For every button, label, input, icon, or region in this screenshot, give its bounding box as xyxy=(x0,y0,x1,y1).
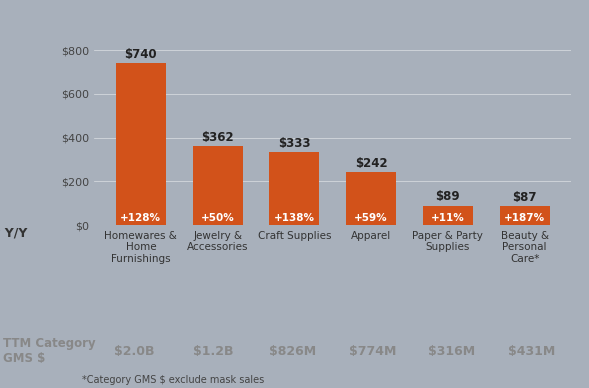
Bar xyxy=(346,172,396,225)
Text: Q2 Category Y/Y: Q2 Category Y/Y xyxy=(0,227,28,240)
Text: $242: $242 xyxy=(355,157,388,170)
Text: $89: $89 xyxy=(436,191,460,203)
Text: $774M: $774M xyxy=(349,345,396,358)
Bar xyxy=(269,152,319,225)
Bar xyxy=(499,206,550,225)
Text: $2.0B: $2.0B xyxy=(114,345,154,358)
Text: $431M: $431M xyxy=(508,345,555,358)
Text: $740: $740 xyxy=(124,48,157,61)
Text: +128%: +128% xyxy=(120,213,161,223)
Text: $362: $362 xyxy=(201,131,234,144)
Bar xyxy=(116,63,166,225)
Text: $87: $87 xyxy=(512,191,537,204)
Text: TTM Category
GMS $: TTM Category GMS $ xyxy=(3,337,95,365)
Text: +59%: +59% xyxy=(355,213,388,223)
Text: +187%: +187% xyxy=(504,213,545,223)
Text: $1.2B: $1.2B xyxy=(193,345,234,358)
Text: $826M: $826M xyxy=(269,345,317,358)
Text: +11%: +11% xyxy=(431,213,465,223)
Text: $316M: $316M xyxy=(428,345,476,358)
Text: +138%: +138% xyxy=(274,213,315,223)
Text: $333: $333 xyxy=(278,137,310,150)
Text: *Category GMS $ exclude mask sales: *Category GMS $ exclude mask sales xyxy=(82,375,264,385)
Text: +50%: +50% xyxy=(201,213,234,223)
Bar xyxy=(193,146,243,225)
Bar xyxy=(423,206,473,225)
